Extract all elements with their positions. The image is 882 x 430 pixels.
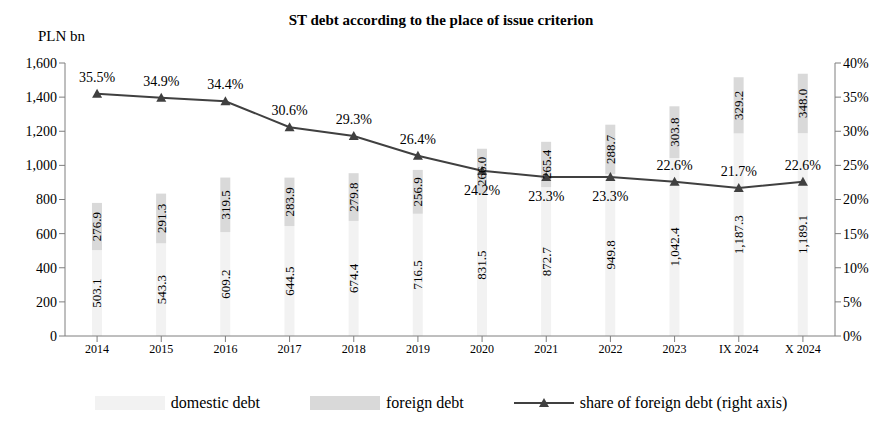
svg-text:23.3%: 23.3%	[528, 189, 565, 204]
svg-text:1,189.1: 1,189.1	[795, 215, 810, 254]
svg-text:1,200: 1,200	[26, 124, 58, 139]
svg-text:503.1: 503.1	[89, 278, 104, 307]
svg-text:2019: 2019	[406, 342, 430, 356]
svg-text:200: 200	[36, 295, 57, 310]
svg-text:1,042.4: 1,042.4	[667, 227, 682, 267]
svg-text:2017: 2017	[278, 342, 302, 356]
svg-text:34.9%: 34.9%	[143, 74, 180, 89]
svg-text:10%: 10%	[843, 261, 869, 276]
svg-text:35.5%: 35.5%	[79, 70, 116, 85]
html-text:domestic debt: domestic debt	[170, 394, 260, 411]
svg-text:40%: 40%	[843, 56, 869, 71]
svg-text:2018: 2018	[342, 342, 366, 356]
svg-text:543.3: 543.3	[154, 275, 169, 304]
svg-text:2016: 2016	[213, 342, 237, 356]
svg-text:2022: 2022	[598, 342, 622, 356]
svg-text:0%: 0%	[843, 329, 862, 344]
svg-text:0: 0	[50, 329, 57, 344]
svg-text:1,000: 1,000	[26, 158, 58, 173]
html-text:foreign debt: foreign debt	[386, 394, 464, 411]
svg-text:600: 600	[36, 227, 57, 242]
svg-text:348.0: 348.0	[795, 89, 810, 118]
svg-text:21.7%: 21.7%	[721, 164, 758, 179]
svg-text:22.6%: 22.6%	[785, 158, 822, 173]
svg-text:303.8: 303.8	[667, 118, 682, 147]
svg-text:1,400: 1,400	[26, 90, 58, 105]
svg-text:35%: 35%	[843, 90, 869, 105]
svg-text:644.5: 644.5	[282, 266, 297, 295]
svg-text:800: 800	[36, 192, 57, 207]
svg-text:30%: 30%	[843, 124, 869, 139]
svg-text:2020: 2020	[470, 342, 494, 356]
svg-text:26.4%: 26.4%	[400, 132, 437, 147]
svg-text:831.5: 831.5	[474, 250, 489, 279]
svg-text:20%: 20%	[843, 192, 869, 207]
svg-text:2023: 2023	[663, 342, 687, 356]
svg-text:609.2: 609.2	[218, 269, 233, 298]
svg-text:22.6%: 22.6%	[656, 158, 693, 173]
svg-text:29.3%: 29.3%	[336, 112, 373, 127]
svg-text:674.4: 674.4	[346, 263, 361, 293]
svg-text:265.4: 265.4	[539, 149, 554, 179]
svg-text:IX 2024: IX 2024	[719, 342, 759, 356]
svg-text:30.6%: 30.6%	[271, 103, 308, 118]
svg-text:X 2024: X 2024	[785, 342, 821, 356]
svg-text:329.2: 329.2	[731, 91, 746, 120]
svg-text:872.7: 872.7	[539, 246, 554, 276]
svg-text:276.9: 276.9	[89, 212, 104, 241]
svg-text:283.9: 283.9	[282, 187, 297, 216]
svg-text:15%: 15%	[843, 227, 869, 242]
svg-text:291.3: 291.3	[154, 204, 169, 233]
svg-text:716.5: 716.5	[410, 260, 425, 289]
svg-text:266.0: 266.0	[474, 157, 489, 186]
svg-text:2014: 2014	[85, 342, 109, 356]
svg-text:256.9: 256.9	[410, 177, 425, 206]
svg-text:949.8: 949.8	[603, 240, 618, 269]
svg-text:24.2%: 24.2%	[464, 183, 501, 198]
svg-text:34.4%: 34.4%	[207, 77, 244, 92]
svg-text:279.8: 279.8	[346, 182, 361, 211]
svg-text:319.5: 319.5	[218, 190, 233, 219]
svg-text:1,187.3: 1,187.3	[731, 215, 746, 254]
svg-text:23.3%: 23.3%	[592, 189, 629, 204]
html-text:share of foreign debt (right a: share of foreign debt (right axis)	[579, 394, 788, 411]
svg-text:2015: 2015	[149, 342, 173, 356]
svg-text:2021: 2021	[534, 342, 558, 356]
html-text:ST debt according to the place: ST debt according to the place of issue …	[288, 12, 594, 28]
svg-text:400: 400	[36, 261, 57, 276]
svg-text:5%: 5%	[843, 295, 862, 310]
svg-text:1,600: 1,600	[26, 56, 58, 71]
html-text:PLN bn: PLN bn	[38, 28, 86, 44]
svg-text:25%: 25%	[843, 158, 869, 173]
svg-text:288.7: 288.7	[603, 134, 618, 164]
